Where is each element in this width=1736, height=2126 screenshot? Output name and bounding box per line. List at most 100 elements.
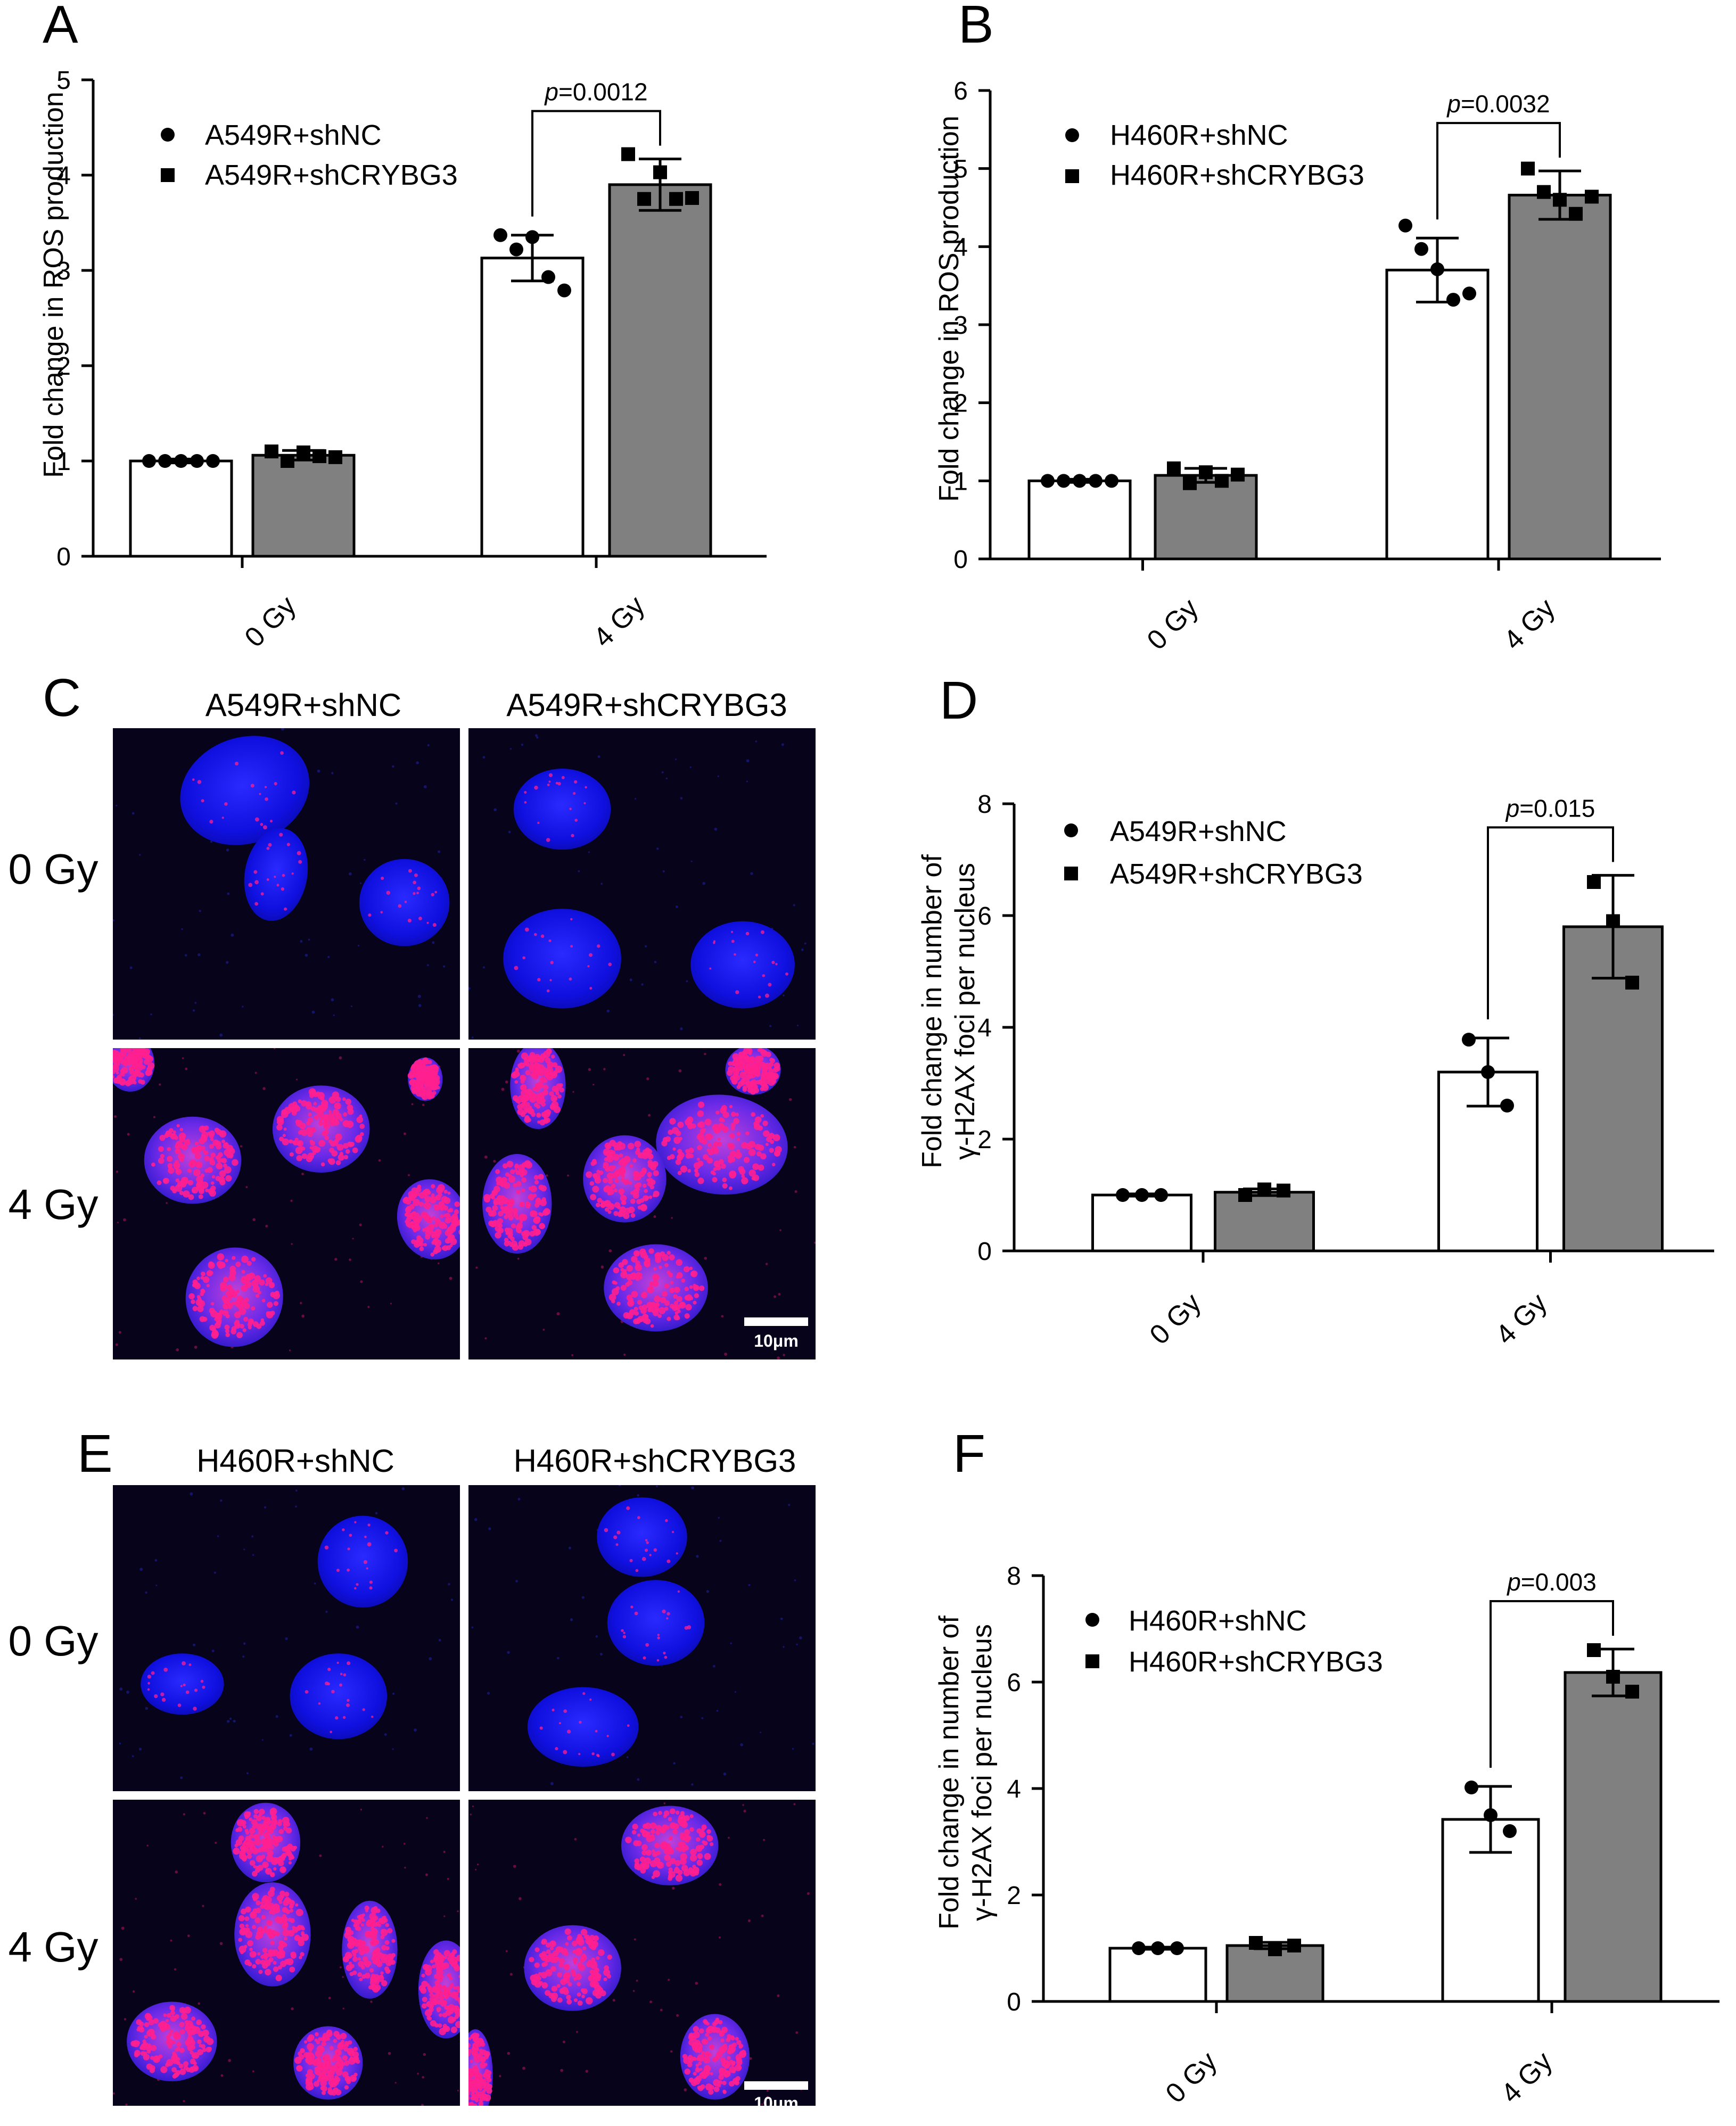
foci-dot <box>186 1139 190 1142</box>
foci-dot <box>598 1170 604 1175</box>
foci-dot <box>623 1269 627 1273</box>
foci-dot <box>260 1318 265 1322</box>
foci-dot <box>431 1193 435 1197</box>
foci-dot <box>692 2042 699 2049</box>
background-speck <box>211 1650 215 1653</box>
foci-dot <box>210 1138 214 1141</box>
foci-dot <box>432 922 437 927</box>
foci-dot <box>174 2055 178 2060</box>
foci-dot <box>649 1822 657 1830</box>
foci-dot <box>719 2031 725 2037</box>
foci-dot <box>589 1181 595 1186</box>
foci-dot <box>153 2018 159 2024</box>
foci-dot <box>645 1147 651 1153</box>
foci-dot <box>693 2072 697 2076</box>
foci-dot <box>480 2105 484 2106</box>
nucleus <box>317 1515 408 1608</box>
foci-dot <box>761 1050 768 1057</box>
background-speck <box>349 1258 351 1261</box>
foci-dot <box>635 1251 640 1257</box>
foci-dot <box>371 1716 374 1718</box>
foci-dot <box>697 1132 704 1139</box>
foci-dot <box>577 1938 585 1946</box>
foci-dot <box>667 1316 671 1321</box>
foci-dot <box>758 995 761 999</box>
background-speck <box>672 1886 675 1890</box>
foci-dot <box>343 1112 348 1117</box>
foci-dot <box>589 1939 594 1943</box>
data-point <box>1606 1670 1620 1684</box>
foci-dot <box>579 1720 582 1724</box>
foci-dot <box>456 1955 460 1962</box>
foci-dot <box>583 802 586 804</box>
foci-dot <box>381 1929 384 1933</box>
foci-dot <box>684 1295 690 1301</box>
foci-dot <box>356 1116 364 1123</box>
foci-dot <box>385 1531 389 1535</box>
foci-dot <box>612 1280 616 1284</box>
foci-dot <box>250 784 254 788</box>
foci-dot <box>629 1309 636 1316</box>
legend: H460R+shNC H460R+shCRYBG3 <box>1085 1605 1383 1678</box>
foci-dot <box>316 2045 324 2053</box>
foci-dot <box>623 1631 626 1634</box>
foci-dot <box>713 2086 720 2092</box>
foci-dot <box>273 1867 277 1871</box>
foci-dot <box>139 2046 144 2050</box>
background-speck <box>788 1504 791 1506</box>
background-speck <box>668 1979 670 1981</box>
foci-dot <box>411 1223 418 1230</box>
background-speck <box>654 961 657 963</box>
foci-dot <box>307 1152 315 1160</box>
foci-dot <box>340 2033 347 2039</box>
background-speck <box>392 1748 394 1750</box>
foci-dot <box>432 1964 436 1968</box>
foci-dot <box>236 1332 243 1339</box>
scale-bar-label: 10μm <box>754 1331 799 1350</box>
foci-dot <box>290 1951 297 1958</box>
foci-dot <box>407 918 412 923</box>
foci-dot <box>200 1173 205 1178</box>
background-speck <box>606 1009 610 1012</box>
background-speck <box>719 1539 722 1542</box>
foci-dot <box>244 1281 252 1288</box>
foci-dot <box>636 1840 642 1847</box>
foci-dot <box>367 1523 371 1527</box>
foci-dot <box>252 1285 260 1293</box>
background-speck <box>505 1950 508 1952</box>
foci-dot <box>559 1083 563 1087</box>
foci-dot <box>406 1221 412 1227</box>
foci-dot <box>546 989 550 993</box>
data-point <box>1073 474 1087 488</box>
foci-dot <box>456 1221 460 1226</box>
foci-dot <box>256 1815 262 1822</box>
foci-dot <box>417 886 421 891</box>
background-speck <box>574 1838 577 1841</box>
foci-dot <box>255 1823 259 1826</box>
background-speck <box>612 1999 615 2002</box>
foci-dot <box>447 1191 451 1195</box>
foci-dot <box>322 2036 328 2042</box>
foci-dot <box>514 966 519 970</box>
background-speck <box>557 1657 560 1660</box>
foci-dot <box>541 1091 546 1096</box>
foci-dot <box>346 1703 350 1707</box>
foci-dot <box>130 1048 134 1049</box>
foci-dot <box>373 1974 380 1981</box>
foci-dot <box>736 1132 741 1136</box>
data-point <box>509 242 523 257</box>
foci-dot <box>514 1080 519 1084</box>
foci-dot <box>542 1078 548 1083</box>
foci-dot <box>636 1147 640 1152</box>
foci-dot <box>433 1075 440 1082</box>
foci-dot <box>541 1939 547 1944</box>
foci-dot <box>250 1827 254 1832</box>
foci-dot <box>511 1223 516 1229</box>
foci-dot <box>353 2072 358 2077</box>
foci-dot <box>569 977 572 981</box>
foci-dot <box>636 1265 640 1270</box>
foci-dot <box>268 1949 276 1957</box>
foci-dot <box>468 2102 473 2106</box>
foci-dot <box>273 1960 277 1965</box>
